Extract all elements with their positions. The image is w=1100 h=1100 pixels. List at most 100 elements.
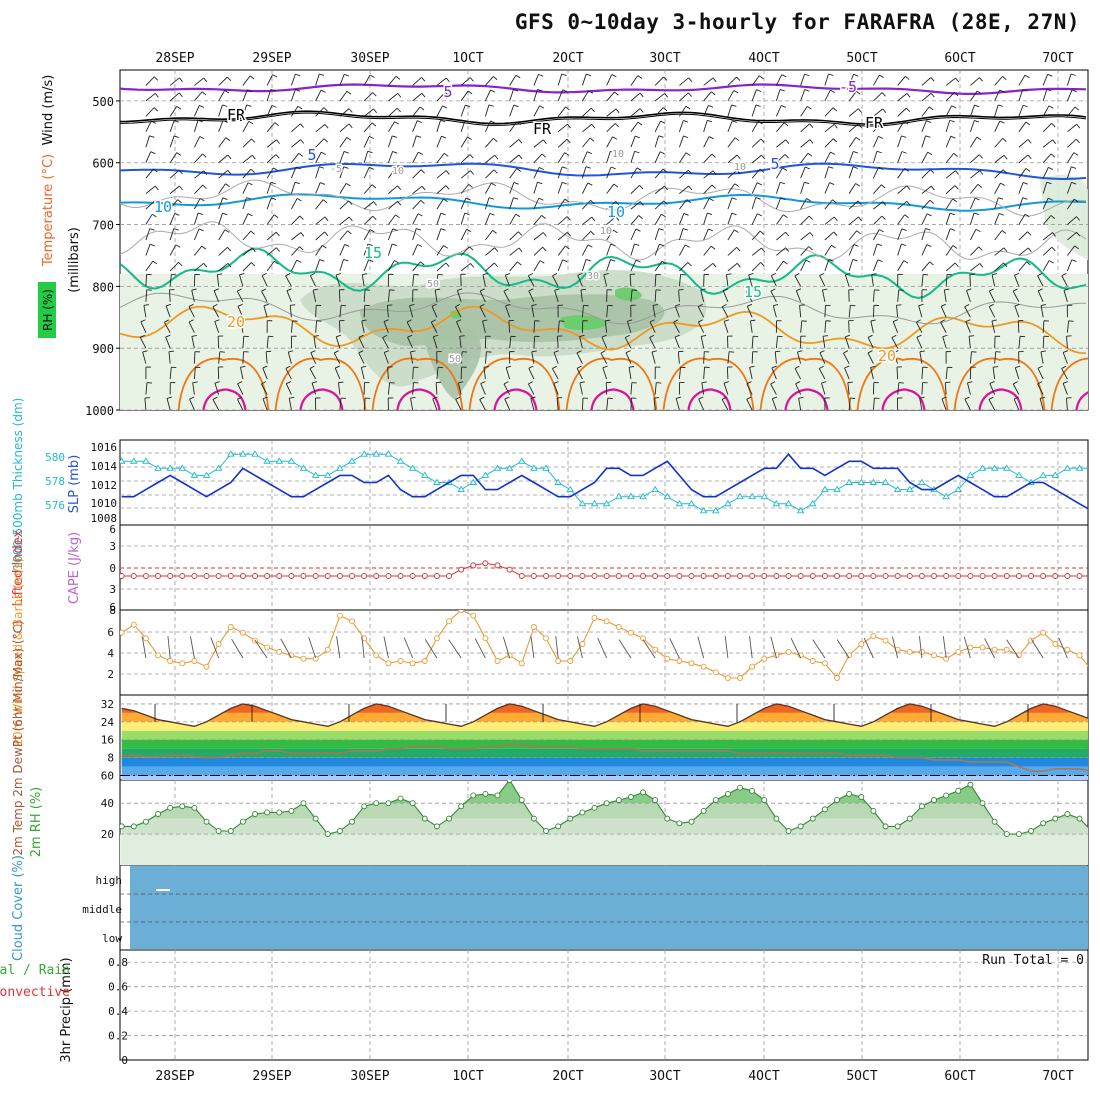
cape-point	[179, 573, 186, 579]
wind-barb	[751, 168, 761, 179]
wind-barb-flag	[663, 76, 668, 81]
wind-barb-flag	[513, 89, 519, 92]
wind-barb-flag	[974, 120, 980, 123]
wind-barb-flag	[153, 168, 158, 173]
wind-barb-flag	[494, 154, 499, 160]
wind-barb	[603, 274, 608, 287]
wind-barb-flag	[513, 197, 519, 200]
wind-barb	[290, 89, 296, 102]
thickness-point	[905, 485, 914, 493]
wind-barb	[482, 320, 486, 333]
wind-barb	[727, 104, 733, 117]
thickness-point	[808, 499, 817, 507]
wind-barb-flag	[152, 260, 158, 265]
wind10m-point	[688, 660, 695, 667]
wind-barb	[873, 74, 880, 86]
panel-y-labels: Wind (m/s)Temperature (°C)RH (%)(milliba…	[0, 75, 82, 1063]
thickness-point	[1087, 470, 1088, 471]
wind-barb-flag	[637, 121, 643, 126]
contour-label: 10	[612, 149, 624, 160]
wind-barb	[703, 212, 708, 225]
wind-barb	[484, 197, 490, 210]
wind-barb-flag	[225, 137, 231, 141]
isotherm-20	[120, 305, 1087, 354]
wind-barb-flag	[993, 366, 999, 368]
wind-barb-flag	[470, 263, 475, 268]
tick-label: 8	[107, 752, 114, 765]
wind-barb-flag	[819, 350, 825, 354]
cape-point	[433, 573, 440, 579]
wind-barb-flag	[758, 75, 764, 80]
wind-barb	[776, 122, 785, 133]
cape-point	[446, 573, 452, 579]
wind-barb	[721, 306, 729, 318]
cape-point	[494, 562, 501, 569]
wind-barb	[800, 123, 810, 133]
wind-barb	[654, 107, 664, 117]
rh2m-point	[664, 815, 671, 822]
rh-legend-swatch	[38, 282, 56, 338]
wind-barb-flag	[503, 381, 509, 385]
wind-barb	[553, 383, 559, 395]
wind-barb-flag	[635, 228, 641, 232]
wind-barb-flag	[1076, 216, 1081, 221]
thickness-point	[602, 499, 611, 507]
wind-barb-flag	[214, 381, 220, 384]
wind-barb	[897, 185, 908, 194]
wind-barb-flag	[345, 183, 351, 187]
wind-barb-flag	[494, 247, 499, 252]
wind-barb-flag	[361, 319, 367, 322]
wind-barb-flag	[732, 120, 738, 123]
wind10m-point	[1040, 629, 1047, 636]
wind-barb-flag	[1041, 304, 1047, 306]
rh2m-point	[433, 823, 440, 830]
wind-barb-flag	[542, 232, 547, 237]
wind-barb	[848, 123, 859, 133]
thickness-point	[699, 506, 708, 514]
wind-barb	[363, 215, 374, 225]
isotherm-25-loop	[759, 357, 852, 410]
wind-barb	[291, 106, 299, 117]
wind-barb	[847, 382, 850, 395]
wind-barb	[533, 89, 538, 102]
wind-barb-flag	[955, 170, 959, 175]
wind-barb-flag	[870, 319, 876, 322]
wind10m-barb	[669, 638, 680, 659]
isotherm-freezing	[120, 110, 1087, 126]
wind10m-point	[882, 637, 889, 644]
tick-label: 16	[101, 734, 114, 747]
wind-barb	[237, 399, 244, 410]
wind-barb	[485, 182, 492, 194]
wind-barb	[291, 139, 301, 148]
thickness-point	[457, 485, 465, 493]
wind-barb	[169, 244, 177, 256]
wind-barb	[169, 169, 180, 179]
wind-barb-flag	[576, 365, 582, 369]
wind-barb-flag	[688, 185, 693, 191]
thickness-point	[530, 464, 538, 471]
wind-barb	[145, 93, 156, 102]
thickness-point	[918, 478, 926, 485]
wind-barb	[727, 197, 733, 210]
pressure-tick-label: 700	[92, 219, 114, 233]
wind-barb	[509, 261, 518, 272]
thickness-point	[336, 464, 344, 471]
wind-barb-flag	[736, 169, 741, 175]
wind-barb-flag	[312, 288, 319, 291]
wind-barb	[556, 336, 559, 349]
wind-barb-flag	[188, 319, 194, 323]
wind-barb-flag	[904, 214, 909, 219]
wind-barb	[363, 201, 374, 210]
wind-barb	[169, 213, 176, 225]
wind10m-point	[640, 635, 646, 642]
temp-band	[121, 703, 1088, 704]
wind-barb-flag	[322, 199, 328, 204]
thickness-point	[990, 464, 999, 471]
wind-barb	[218, 154, 229, 164]
wind-barb-flag	[882, 201, 887, 206]
wind-barb-flag	[805, 259, 811, 263]
wind-barb-flag	[324, 216, 329, 222]
wind-barb	[675, 398, 680, 410]
wind-barb	[242, 75, 251, 86]
wind-barb	[872, 398, 875, 410]
